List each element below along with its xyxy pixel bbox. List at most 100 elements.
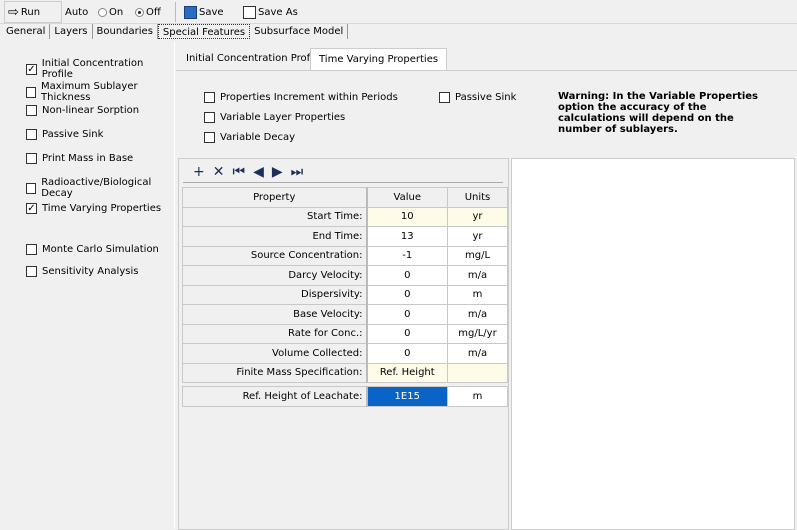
property-label: Volume Collected: <box>182 343 368 364</box>
table-row: Start Time: 10 yr <box>182 206 508 227</box>
value-cell[interactable]: -1 <box>366 245 448 266</box>
table-row: Finite Mass Specification: Ref. Height <box>182 362 508 383</box>
tab-boundaries[interactable]: Boundaries <box>93 24 158 39</box>
units-cell[interactable]: m/a <box>447 265 508 286</box>
checkbox-checked-icon: ✓ <box>26 203 37 214</box>
prev-icon[interactable]: ◀ <box>253 163 264 180</box>
units-cell[interactable]: yr <box>447 206 508 227</box>
property-label: Dispersivity: <box>182 284 368 305</box>
table-row: Volume Collected: 0 m/a <box>182 343 508 364</box>
auto-off-radio[interactable]: Off <box>135 1 161 23</box>
separator <box>175 2 176 22</box>
table-row: Darcy Velocity: 0 m/a <box>182 265 508 286</box>
checkbox-icon <box>26 105 37 116</box>
checkbox-icon <box>204 92 215 103</box>
table-row: Source Concentration: -1 mg/L <box>182 245 508 266</box>
feature-time-varying-properties[interactable]: ✓ Time Varying Properties <box>26 203 162 214</box>
feature-monte-carlo[interactable]: Monte Carlo Simulation <box>26 244 159 255</box>
main-tabs: General Layers Boundaries Special Featur… <box>2 24 349 40</box>
units-cell[interactable]: m/a <box>447 304 508 325</box>
tab-layers[interactable]: Layers <box>50 24 93 39</box>
units-cell[interactable]: m/a <box>447 343 508 364</box>
property-table: Property Value Units Start Time: 10 yr End Ti… <box>182 187 508 407</box>
last-icon[interactable]: ⏭ <box>290 163 304 180</box>
units-cell[interactable]: m <box>447 284 508 305</box>
warning-text: Warning: In the Variable Properties opti… <box>558 91 758 135</box>
option-passive-sink[interactable]: Passive Sink <box>439 92 516 103</box>
time-varying-content: Properties Increment within Periods Vari… <box>176 70 797 530</box>
save-as-icon <box>243 5 256 19</box>
value-cell[interactable]: 1E15 <box>366 386 448 407</box>
feature-maximum-sublayer-thickness[interactable]: Maximum Sublayer Thickness <box>26 81 174 103</box>
property-label: Rate for Conc.: <box>182 323 368 344</box>
feature-initial-concentration-profile[interactable]: ✓ Initial Concentration Profile <box>26 58 144 80</box>
units-cell[interactable]: mg/L <box>447 245 508 266</box>
feature-passive-sink[interactable]: Passive Sink <box>26 129 103 140</box>
save-button[interactable]: Save <box>184 1 224 23</box>
first-icon[interactable]: ⏮ <box>232 163 246 180</box>
value-cell[interactable]: 0 <box>366 343 448 364</box>
table-row: End Time: 13 yr <box>182 226 508 247</box>
grid-navigator: + ✕ ⏮ ◀ ▶ ⏭ <box>183 161 503 183</box>
option-variable-layer-properties[interactable]: Variable Layer Properties <box>204 112 345 123</box>
floppy-icon <box>184 5 197 19</box>
value-cell[interactable]: Ref. Height <box>366 362 448 383</box>
delete-icon[interactable]: ✕ <box>212 163 225 180</box>
option-properties-increment[interactable]: Properties Increment within Periods <box>204 92 398 103</box>
auto-on-radio[interactable]: On <box>98 1 123 23</box>
features-panel: ✓ Initial Concentration Profile Maximum S… <box>4 42 175 529</box>
feature-sensitivity-analysis[interactable]: Sensitivity Analysis <box>26 266 138 277</box>
feature-detail-panel: Initial Concentration Profile Time Varyi… <box>176 42 797 530</box>
value-cell[interactable]: 13 <box>366 226 448 247</box>
checkbox-icon <box>26 266 37 277</box>
property-label: Source Concentration: <box>182 245 368 266</box>
value-cell[interactable]: 0 <box>366 304 448 325</box>
property-label: Base Velocity: <box>182 304 368 325</box>
units-cell[interactable]: yr <box>447 226 508 247</box>
table-row-ref-height: Ref. Height of Leachate: 1E15 m <box>182 386 508 407</box>
tab-initial-concentration-profile[interactable]: Initial Concentration Profile <box>186 53 322 64</box>
units-cell[interactable] <box>447 362 508 383</box>
right-panel <box>511 158 795 530</box>
run-button[interactable]: ⇨ Run <box>4 1 62 23</box>
property-label: Finite Mass Specification: <box>182 362 368 383</box>
property-grid-panel: + ✕ ⏮ ◀ ▶ ⏭ Property Value Units Start Tim… <box>178 158 509 530</box>
checkbox-icon <box>439 92 450 103</box>
property-label: End Time: <box>182 226 368 247</box>
value-cell[interactable]: 0 <box>366 265 448 286</box>
radio-icon <box>98 7 107 17</box>
next-icon[interactable]: ▶ <box>271 163 283 180</box>
value-cell[interactable]: 10 <box>366 206 448 227</box>
tab-time-varying-properties[interactable]: Time Varying Properties <box>310 48 448 70</box>
checkbox-icon <box>26 86 37 98</box>
save-as-button[interactable]: Save As <box>243 1 298 23</box>
checkbox-icon <box>204 112 215 123</box>
property-label: Start Time: <box>182 206 368 227</box>
value-cell[interactable]: 0 <box>366 284 448 305</box>
option-variable-decay[interactable]: Variable Decay <box>204 132 295 143</box>
checkbox-checked-icon: ✓ <box>26 63 37 75</box>
auto-label: Auto <box>65 6 89 18</box>
checkbox-icon <box>26 153 37 164</box>
property-label: Darcy Velocity: <box>182 265 368 286</box>
feature-radioactive-decay[interactable]: Radioactive/Biological Decay <box>26 177 174 199</box>
table-row: Base Velocity: 0 m/a <box>182 304 508 325</box>
table-row: Rate for Conc.: 0 mg/L/yr <box>182 323 508 344</box>
tab-special-features[interactable]: Special Features <box>157 24 251 39</box>
table-row: Dispersivity: 0 m <box>182 284 508 305</box>
tab-general[interactable]: General <box>2 24 51 39</box>
tab-subsurface-model[interactable]: Subsurface Model <box>250 24 349 39</box>
add-icon[interactable]: + <box>193 163 205 180</box>
main-toolbar: ⇨ Run Auto On Off Save Save As <box>0 0 797 24</box>
checkbox-icon <box>26 182 37 194</box>
units-cell[interactable]: mg/L/yr <box>447 323 508 344</box>
run-arrow-icon: ⇨ <box>8 4 19 20</box>
feature-print-mass-in-base[interactable]: Print Mass in Base <box>26 153 133 164</box>
checkbox-icon <box>26 244 37 255</box>
feature-non-linear-sorption[interactable]: Non-linear Sorption <box>26 105 139 116</box>
table-header: Property Value Units <box>182 187 508 208</box>
radio-icon <box>135 7 144 17</box>
checkbox-icon <box>204 132 215 143</box>
value-cell[interactable]: 0 <box>366 323 448 344</box>
checkbox-icon <box>26 129 37 140</box>
